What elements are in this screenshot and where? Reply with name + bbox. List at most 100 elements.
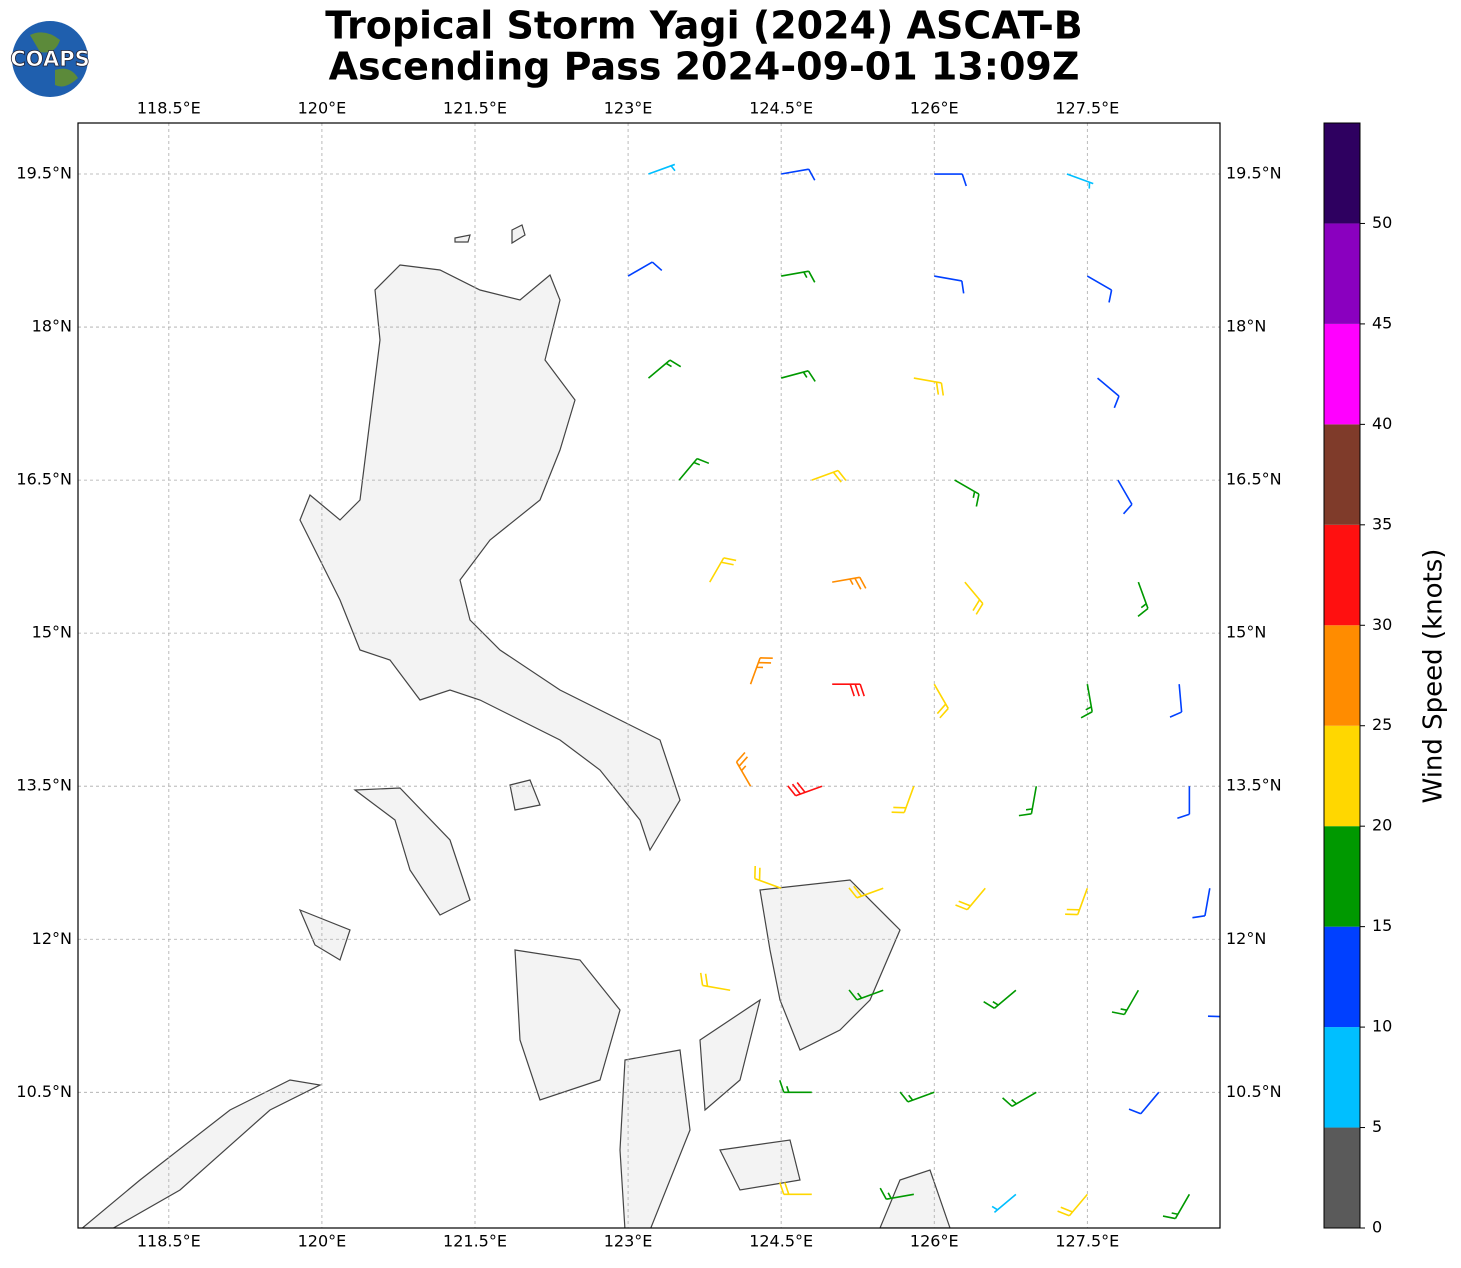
wind-barb <box>1207 1015 1220 1018</box>
wind-barb <box>1097 377 1120 409</box>
colorbar-bin <box>1324 725 1360 827</box>
wind-barb <box>991 1193 1017 1213</box>
wind-barb <box>933 683 949 719</box>
wind-barb <box>1162 1193 1191 1220</box>
y-tick-label: 19.5°N <box>16 164 72 183</box>
wind-barb <box>787 781 823 797</box>
wind-barb <box>1002 1091 1037 1107</box>
wind-barb <box>955 887 986 911</box>
x-tick-label: 121.5°E <box>443 1232 507 1251</box>
x-tick-label: 127.5°E <box>1055 99 1119 118</box>
colorbar-tick-label: 30 <box>1372 615 1392 634</box>
mindoro <box>353 787 471 916</box>
wind-barb <box>1117 479 1133 515</box>
colorbar-bin <box>1324 625 1360 726</box>
wind-barb <box>879 1187 914 1200</box>
y-tick-label: 18°N <box>32 317 72 336</box>
y-tick-label: 18°N <box>1226 317 1266 336</box>
x-tick-label: 123°E <box>604 1232 653 1251</box>
colorbar-label: Wind Speed (knots) <box>1419 549 1449 804</box>
y-tick-label: 13.5°N <box>1226 776 1282 795</box>
mindanao <box>879 1169 951 1228</box>
wind-barb <box>1137 581 1149 617</box>
panay <box>514 949 621 1101</box>
y-tick-label: 15°N <box>32 623 72 642</box>
colorbar-bin <box>1324 524 1360 626</box>
wind-barb <box>754 865 782 889</box>
x-tick-label: 121.5°E <box>443 99 507 118</box>
wind-barb <box>891 785 915 814</box>
wind-barb <box>781 168 816 181</box>
y-tick-label: 15°N <box>1226 623 1266 642</box>
wind-barb <box>1065 887 1089 916</box>
wind-barb <box>1086 275 1113 303</box>
colorbar-tick-label: 15 <box>1372 916 1392 935</box>
y-tick-label: 10.5°N <box>16 1082 72 1101</box>
barbs <box>627 163 1220 1220</box>
subtitle: Ascending Pass 2024-09-01 13:09Z <box>329 45 1080 89</box>
y-tick-label: 12°N <box>32 929 72 948</box>
y-tick-label: 13.5°N <box>16 776 72 795</box>
negros-cebu <box>619 998 761 1228</box>
y-tick-label: 10.5°N <box>1226 1082 1282 1101</box>
colorbar-bin <box>1324 926 1360 1028</box>
colorbar-tick-label: 45 <box>1372 313 1392 332</box>
wind-barb <box>1066 173 1094 189</box>
wind-barb <box>913 377 945 396</box>
wind-barb <box>1169 684 1183 718</box>
wind-barb <box>848 885 884 899</box>
wind-barb <box>954 479 980 507</box>
wind-barb <box>1018 786 1038 817</box>
logo: COAPS <box>10 21 90 97</box>
wind-barb <box>983 989 1017 1009</box>
colorbar: 0 5 10 15 20 25 30 35 40 45 50 <box>1323 122 1392 1237</box>
colorbar-frame <box>1323 122 1361 1229</box>
islets <box>298 224 541 961</box>
wind-barb <box>678 457 710 481</box>
wind-barb <box>848 989 884 1001</box>
wind-barb <box>899 1091 935 1103</box>
samar-leyte <box>719 879 901 1191</box>
wind-barb <box>647 359 682 379</box>
colorbar-bin <box>1324 323 1360 425</box>
x-tick-label: 118.5°E <box>137 99 201 118</box>
y-tick-label: 19.5°N <box>1226 164 1282 183</box>
wind-barb <box>779 1080 812 1094</box>
grid: 118.5°E 118.5°E 120°E 120°E 121.5°E 121.5°E 12… <box>16 99 1281 1251</box>
x-tick-label: 124.5°E <box>749 99 813 118</box>
colorbar-tick-label: 10 <box>1372 1017 1392 1036</box>
wind-barb <box>1057 1193 1088 1217</box>
wind-barb <box>1080 684 1093 719</box>
colorbar-tick-label: 0 <box>1372 1218 1382 1237</box>
x-tick-label: 120°E <box>298 1232 347 1251</box>
wind-barb <box>1192 888 1211 919</box>
colorbar-bin <box>1324 123 1360 224</box>
y-tick-label: 12°N <box>1226 929 1266 948</box>
wind-barb <box>699 972 731 992</box>
palawan <box>81 1079 322 1228</box>
wind-barb <box>648 163 676 175</box>
wind-barb <box>964 581 984 615</box>
colorbar-tick-label: 20 <box>1372 816 1392 835</box>
x-tick-label: 123°E <box>604 99 653 118</box>
x-tick-label: 127.5°E <box>1055 1232 1119 1251</box>
x-tick-label: 124.5°E <box>749 1232 813 1251</box>
wind-barb <box>781 270 816 283</box>
wind-barb <box>934 275 965 294</box>
colorbar-bin <box>1324 223 1360 324</box>
colorbar-tick-label: 40 <box>1372 414 1392 433</box>
land <box>81 224 951 1228</box>
colorbar-bin <box>1324 826 1360 927</box>
luzon <box>299 264 681 852</box>
title: Tropical Storm Yagi (2024) ASCAT-B <box>325 4 1083 48</box>
wind-barb <box>1177 786 1191 819</box>
wind-barb <box>749 657 773 685</box>
x-tick-label: 126°E <box>910 1232 959 1251</box>
wind-barb <box>832 576 867 590</box>
wind-barb <box>709 557 737 583</box>
map-frame <box>77 122 1221 1229</box>
colorbar-bin <box>1324 1127 1360 1228</box>
colorbar-tick-label: 35 <box>1372 514 1392 533</box>
wind-barb <box>811 469 847 483</box>
